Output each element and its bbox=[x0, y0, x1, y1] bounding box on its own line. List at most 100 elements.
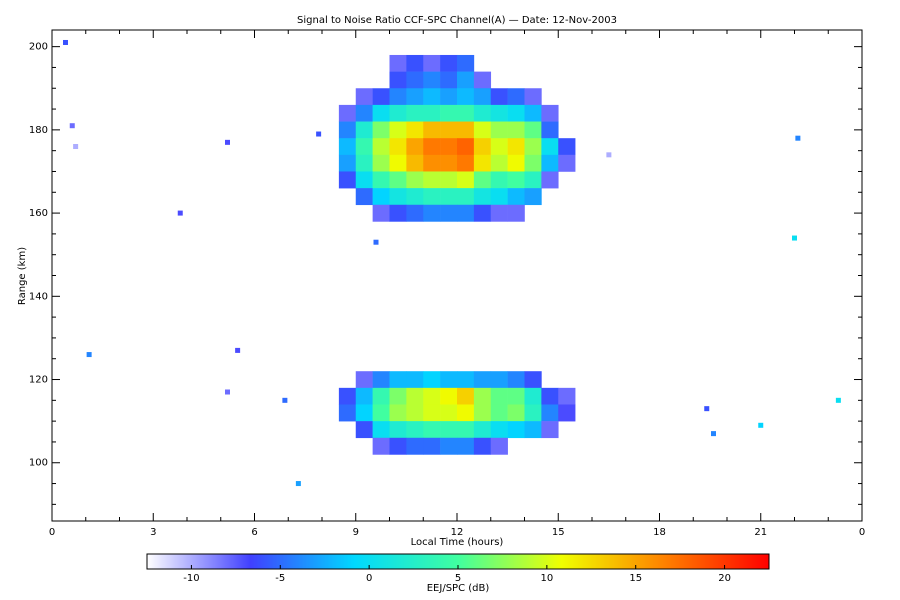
heat-cell bbox=[406, 437, 424, 455]
heat-cell bbox=[372, 104, 390, 122]
heat-cell bbox=[524, 154, 542, 172]
heat-cell bbox=[389, 88, 407, 106]
heat-cell bbox=[355, 154, 373, 172]
heat-cell bbox=[558, 387, 576, 405]
heat-cell bbox=[372, 404, 390, 422]
heat-cell bbox=[440, 371, 458, 389]
heat-cell bbox=[457, 54, 475, 72]
heat-cell bbox=[490, 154, 508, 172]
heat-cell bbox=[338, 171, 357, 189]
heat-cell bbox=[490, 437, 508, 455]
heat-cell bbox=[490, 387, 508, 405]
x-tick-label: 0 bbox=[49, 527, 55, 538]
heat-cell bbox=[389, 371, 407, 389]
heat-cell bbox=[389, 54, 407, 72]
heat-cell bbox=[372, 421, 390, 439]
heat-cell bbox=[473, 188, 492, 206]
heat-cell bbox=[473, 171, 492, 189]
heat-cell bbox=[457, 121, 475, 139]
heat-cell bbox=[338, 404, 357, 422]
heat-cell bbox=[338, 154, 357, 172]
heat-cell bbox=[524, 387, 542, 405]
colorbar-tick-label: -10 bbox=[183, 573, 199, 584]
heat-point bbox=[758, 422, 764, 428]
heat-cell bbox=[372, 387, 390, 405]
heat-cell bbox=[507, 138, 525, 156]
x-axis-label: Local Time (hours) bbox=[411, 537, 504, 548]
heat-cell bbox=[355, 104, 373, 122]
heat-cell bbox=[457, 387, 475, 405]
heat-cell bbox=[355, 171, 373, 189]
heat-cell bbox=[541, 154, 559, 172]
colorbar-tick-label: 5 bbox=[455, 573, 461, 584]
heat-cell bbox=[440, 121, 458, 139]
heat-cell bbox=[457, 88, 475, 106]
heat-cell bbox=[524, 421, 542, 439]
heat-point bbox=[225, 389, 230, 395]
heat-cell bbox=[490, 104, 508, 122]
heat-cell bbox=[338, 387, 357, 405]
heat-cell bbox=[440, 104, 458, 122]
heat-cell bbox=[389, 404, 407, 422]
heat-cell bbox=[490, 121, 508, 139]
heat-cell bbox=[423, 204, 441, 222]
colorbar-tick-label: 15 bbox=[629, 573, 642, 584]
heat-cell bbox=[473, 204, 492, 222]
heat-cell bbox=[406, 104, 424, 122]
heat-cell bbox=[423, 54, 441, 72]
heat-cell bbox=[440, 404, 458, 422]
heat-cell bbox=[541, 421, 559, 439]
y-tick-label: 100 bbox=[29, 458, 48, 469]
heat-cell bbox=[490, 188, 508, 206]
heat-cell bbox=[490, 88, 508, 106]
heat-cell bbox=[507, 188, 525, 206]
heat-cell bbox=[507, 387, 525, 405]
heat-cell bbox=[440, 138, 458, 156]
heat-cell bbox=[406, 421, 424, 439]
heat-cell bbox=[558, 138, 576, 156]
heat-cell bbox=[457, 154, 475, 172]
heat-cell bbox=[423, 171, 441, 189]
heat-cell bbox=[355, 371, 373, 389]
heat-cell bbox=[457, 421, 475, 439]
heat-cell bbox=[355, 404, 373, 422]
heat-cell bbox=[457, 138, 475, 156]
heat-cell bbox=[440, 71, 458, 89]
heat-cell bbox=[389, 138, 407, 156]
heat-cell bbox=[490, 421, 508, 439]
heat-cell bbox=[473, 404, 492, 422]
heat-point bbox=[704, 406, 710, 412]
heat-cell bbox=[440, 421, 458, 439]
heat-cell bbox=[338, 104, 357, 122]
heat-cell bbox=[389, 387, 407, 405]
heat-cell bbox=[524, 404, 542, 422]
x-tick-label: 15 bbox=[552, 527, 565, 538]
heat-cell bbox=[389, 71, 407, 89]
heat-point bbox=[295, 481, 301, 487]
y-tick-label: 180 bbox=[29, 125, 48, 136]
colorbar-tick-label: -5 bbox=[275, 573, 285, 584]
heat-cell bbox=[423, 188, 441, 206]
heat-cell bbox=[490, 404, 508, 422]
heat-cell bbox=[440, 188, 458, 206]
heat-point bbox=[792, 235, 797, 241]
heat-cell bbox=[524, 171, 542, 189]
heat-cell bbox=[389, 154, 407, 172]
heat-cell bbox=[457, 171, 475, 189]
heat-cell bbox=[338, 138, 357, 156]
heat-cell bbox=[423, 437, 441, 455]
colorbar-tick-label: 0 bbox=[366, 573, 372, 584]
x-tick-label: 21 bbox=[754, 527, 767, 538]
heat-cell bbox=[473, 121, 492, 139]
colorbar-tick-label: 20 bbox=[718, 573, 731, 584]
heat-point bbox=[73, 144, 79, 150]
heat-point bbox=[86, 352, 92, 358]
y-tick-label: 200 bbox=[29, 42, 48, 53]
heat-cell bbox=[541, 138, 559, 156]
heat-cell bbox=[355, 188, 373, 206]
heat-cell bbox=[423, 88, 441, 106]
heat-cell bbox=[423, 121, 441, 139]
heat-cell bbox=[372, 88, 390, 106]
y-tick-label: 140 bbox=[29, 291, 48, 302]
heat-point bbox=[795, 135, 801, 141]
